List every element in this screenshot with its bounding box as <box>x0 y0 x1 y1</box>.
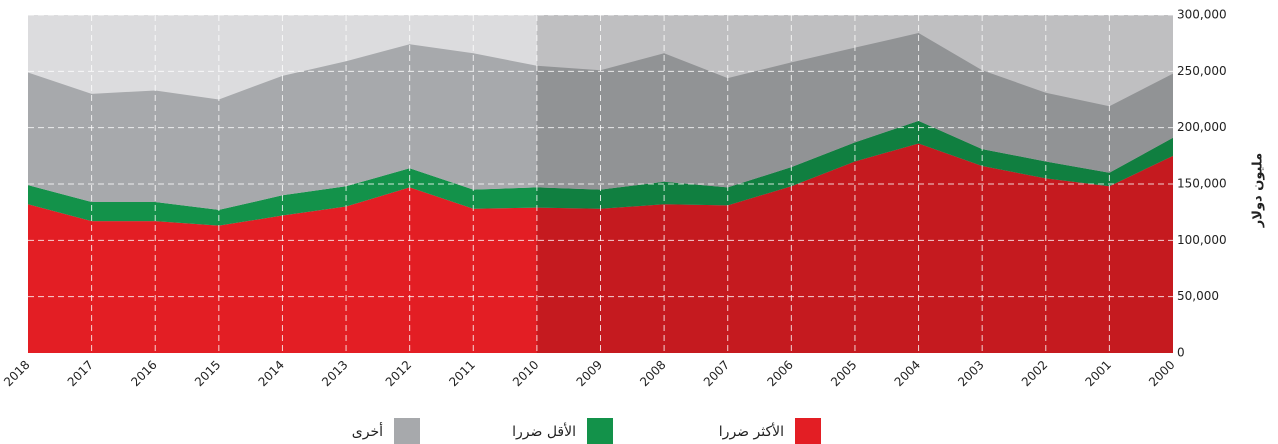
x-tick-label: 2010 <box>510 358 541 389</box>
x-tick-label: 2008 <box>637 358 668 389</box>
x-tick-label: 2001 <box>1082 358 1113 389</box>
area <box>28 120 1173 226</box>
x-tick-label: 2004 <box>892 358 923 389</box>
legend-label: أخرى <box>352 422 383 440</box>
x-tick-label: 2015 <box>192 358 223 389</box>
y-tick-label: 200,000 <box>1177 120 1227 134</box>
y-tick-label: 150,000 <box>1177 177 1227 191</box>
legend-label: الأكثر ضررا <box>719 422 784 440</box>
x-tick-label: 2005 <box>828 358 859 389</box>
x-tick-label: 2006 <box>764 358 795 389</box>
x-tick-label: 2011 <box>446 358 477 389</box>
x-tick-label: 2007 <box>701 358 732 389</box>
x-tick-label: 2009 <box>574 358 605 389</box>
y-tick-label: 50,000 <box>1177 289 1219 303</box>
y-tick-label: 100,000 <box>1177 233 1227 247</box>
legend-label: الأقل ضررا <box>512 422 576 440</box>
y-tick-label: 300,000 <box>1177 8 1227 22</box>
y-axis-label: مليون دولار <box>1251 153 1266 228</box>
x-tick-label: 2003 <box>955 358 986 389</box>
legend-swatch <box>795 418 821 444</box>
legend-swatch <box>394 418 420 444</box>
x-tick-label: 2012 <box>383 358 414 389</box>
x-tick-label: 2017 <box>65 358 96 389</box>
legend-swatch <box>587 418 613 444</box>
x-tick-label: 2000 <box>1146 358 1177 389</box>
y-tick-label: 250,000 <box>1177 64 1227 78</box>
x-tick-label: 2016 <box>128 358 159 389</box>
x-tick-label: 2014 <box>256 358 287 389</box>
y-tick-label: 0 <box>1177 346 1185 360</box>
x-tick-label: 2002 <box>1019 358 1050 389</box>
area <box>28 33 1173 210</box>
x-tick-label: 2018 <box>1 358 32 389</box>
x-tick-label: 2013 <box>319 358 350 389</box>
